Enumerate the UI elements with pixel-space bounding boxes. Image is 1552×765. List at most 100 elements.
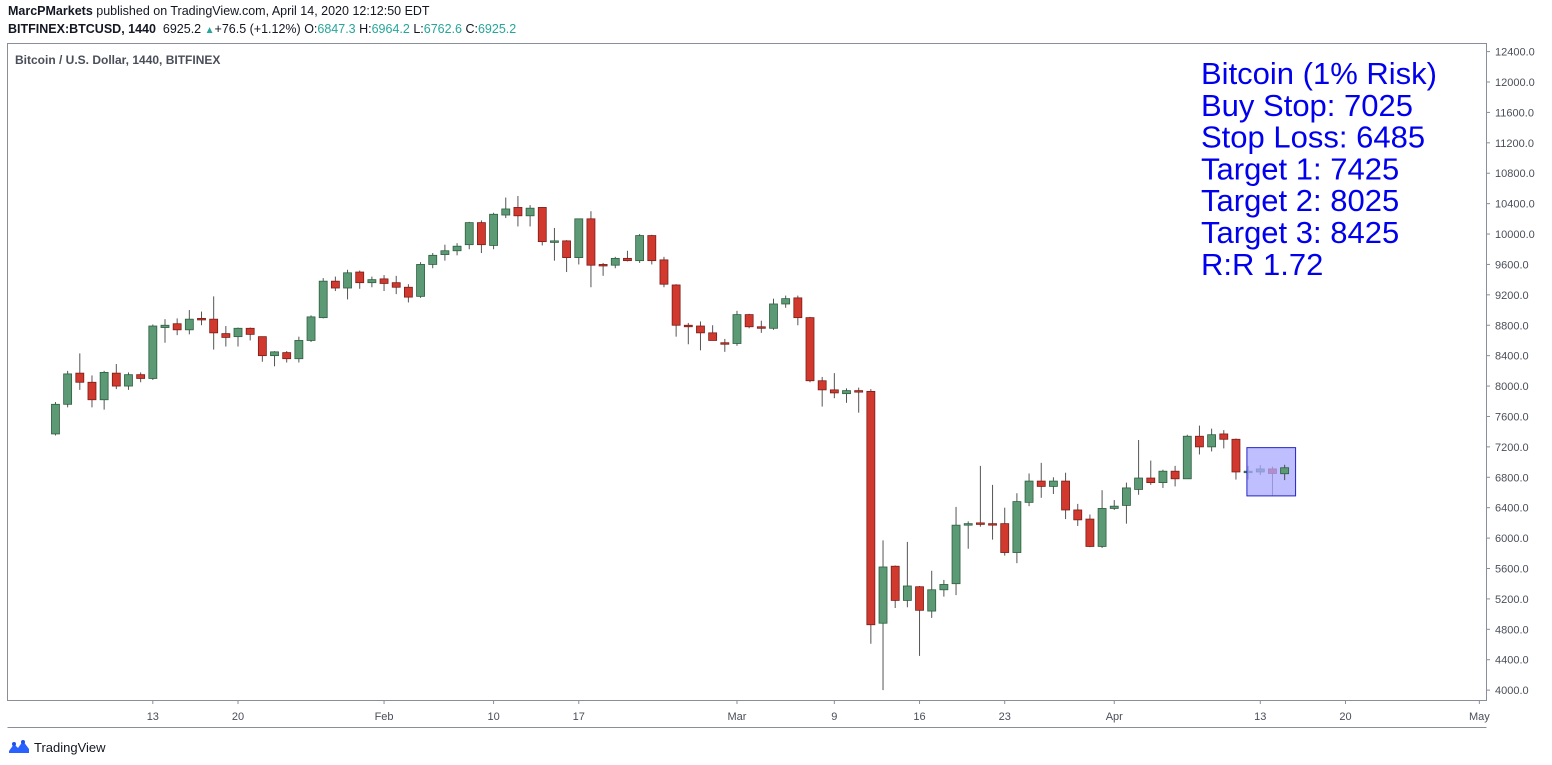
candle[interactable] bbox=[902, 541, 912, 608]
candle[interactable] bbox=[854, 387, 864, 413]
candle[interactable] bbox=[598, 262, 608, 276]
candle[interactable] bbox=[537, 207, 547, 246]
candle[interactable] bbox=[550, 227, 559, 261]
candle[interactable] bbox=[647, 234, 657, 265]
candle[interactable] bbox=[477, 220, 486, 254]
candle[interactable] bbox=[1024, 473, 1034, 507]
candle[interactable] bbox=[1195, 425, 1204, 455]
candle[interactable] bbox=[124, 372, 133, 390]
candle[interactable] bbox=[367, 276, 377, 288]
candle[interactable] bbox=[525, 205, 535, 227]
candle[interactable] bbox=[391, 275, 401, 295]
candle[interactable] bbox=[318, 278, 328, 319]
candle[interactable] bbox=[111, 364, 121, 390]
candle[interactable] bbox=[744, 313, 754, 329]
candle[interactable] bbox=[136, 372, 146, 383]
candle[interactable] bbox=[756, 320, 766, 333]
candle[interactable] bbox=[1122, 482, 1131, 524]
candle[interactable] bbox=[160, 319, 170, 343]
candle[interactable] bbox=[1000, 507, 1010, 556]
candle[interactable] bbox=[720, 338, 730, 352]
candle[interactable] bbox=[927, 570, 937, 618]
candle[interactable] bbox=[148, 324, 158, 380]
candle[interactable] bbox=[51, 402, 60, 436]
candle[interactable] bbox=[343, 269, 352, 300]
candle[interactable] bbox=[951, 506, 961, 596]
candle[interactable] bbox=[355, 270, 365, 289]
candle[interactable] bbox=[75, 353, 85, 390]
candle[interactable] bbox=[464, 221, 474, 250]
candle[interactable] bbox=[501, 197, 511, 219]
candle[interactable] bbox=[306, 315, 316, 342]
candle[interactable] bbox=[1049, 477, 1058, 495]
candle[interactable] bbox=[842, 388, 851, 403]
candle[interactable] bbox=[172, 318, 182, 336]
footer-brand[interactable]: TradingView bbox=[34, 739, 106, 755]
candle[interactable] bbox=[988, 484, 997, 540]
candle[interactable] bbox=[1219, 430, 1229, 449]
candle[interactable] bbox=[197, 311, 206, 326]
price-chart[interactable]: Bitcoin / U.S. Dollar, 1440, BITFINEX 40… bbox=[0, 0, 1552, 730]
candle[interactable] bbox=[63, 370, 73, 408]
candle[interactable] bbox=[781, 295, 791, 308]
candle[interactable] bbox=[1182, 434, 1192, 480]
candle[interactable] bbox=[866, 389, 876, 644]
candle[interactable] bbox=[330, 276, 340, 292]
candle[interactable] bbox=[683, 322, 693, 345]
candle[interactable] bbox=[963, 521, 973, 549]
candle[interactable] bbox=[1012, 493, 1022, 564]
candle[interactable] bbox=[805, 316, 815, 383]
candle[interactable] bbox=[1158, 469, 1168, 488]
candle[interactable] bbox=[890, 565, 900, 609]
candle[interactable] bbox=[440, 244, 450, 261]
candle[interactable] bbox=[245, 327, 255, 341]
candle[interactable] bbox=[233, 327, 243, 347]
candle[interactable] bbox=[586, 211, 596, 288]
candle[interactable] bbox=[221, 326, 231, 347]
candle[interactable] bbox=[209, 296, 219, 350]
candle[interactable] bbox=[379, 275, 389, 292]
author-name[interactable]: MarcPMarkets bbox=[8, 4, 93, 18]
candle[interactable] bbox=[294, 336, 304, 363]
candle[interactable] bbox=[574, 218, 584, 265]
candle[interactable] bbox=[489, 212, 498, 250]
candle[interactable] bbox=[1097, 490, 1107, 548]
candle[interactable] bbox=[732, 310, 742, 346]
candle[interactable] bbox=[610, 256, 620, 269]
candle[interactable] bbox=[1231, 438, 1241, 480]
candle[interactable] bbox=[99, 370, 109, 410]
candle[interactable] bbox=[708, 325, 718, 341]
candle[interactable] bbox=[87, 375, 97, 408]
candle[interactable] bbox=[282, 351, 292, 363]
candle[interactable] bbox=[1146, 460, 1156, 485]
candle[interactable] bbox=[562, 240, 572, 273]
candle[interactable] bbox=[623, 250, 632, 262]
candle[interactable] bbox=[257, 336, 267, 362]
candle[interactable] bbox=[939, 579, 949, 597]
candle[interactable] bbox=[696, 321, 705, 351]
candle[interactable] bbox=[793, 295, 803, 326]
candle[interactable] bbox=[184, 310, 194, 335]
candle[interactable] bbox=[1036, 462, 1046, 498]
candle[interactable] bbox=[671, 284, 681, 337]
candle[interactable] bbox=[270, 351, 279, 367]
candle[interactable] bbox=[1109, 500, 1119, 510]
candle[interactable] bbox=[769, 298, 778, 330]
candle[interactable] bbox=[1085, 514, 1095, 548]
candle[interactable] bbox=[817, 376, 827, 407]
candle[interactable] bbox=[1134, 440, 1143, 495]
candle[interactable] bbox=[428, 253, 438, 269]
candle[interactable] bbox=[878, 540, 888, 691]
candle[interactable] bbox=[975, 465, 985, 527]
candle[interactable] bbox=[659, 256, 669, 288]
candle[interactable] bbox=[915, 585, 924, 656]
candle[interactable] bbox=[1170, 465, 1180, 487]
candle[interactable] bbox=[513, 196, 523, 227]
candle[interactable] bbox=[1073, 503, 1083, 526]
candle[interactable] bbox=[403, 284, 413, 303]
candle[interactable] bbox=[635, 234, 645, 263]
candle[interactable] bbox=[416, 262, 425, 298]
candle[interactable] bbox=[452, 243, 462, 256]
candle[interactable] bbox=[1207, 428, 1217, 452]
candle[interactable] bbox=[1061, 472, 1070, 520]
